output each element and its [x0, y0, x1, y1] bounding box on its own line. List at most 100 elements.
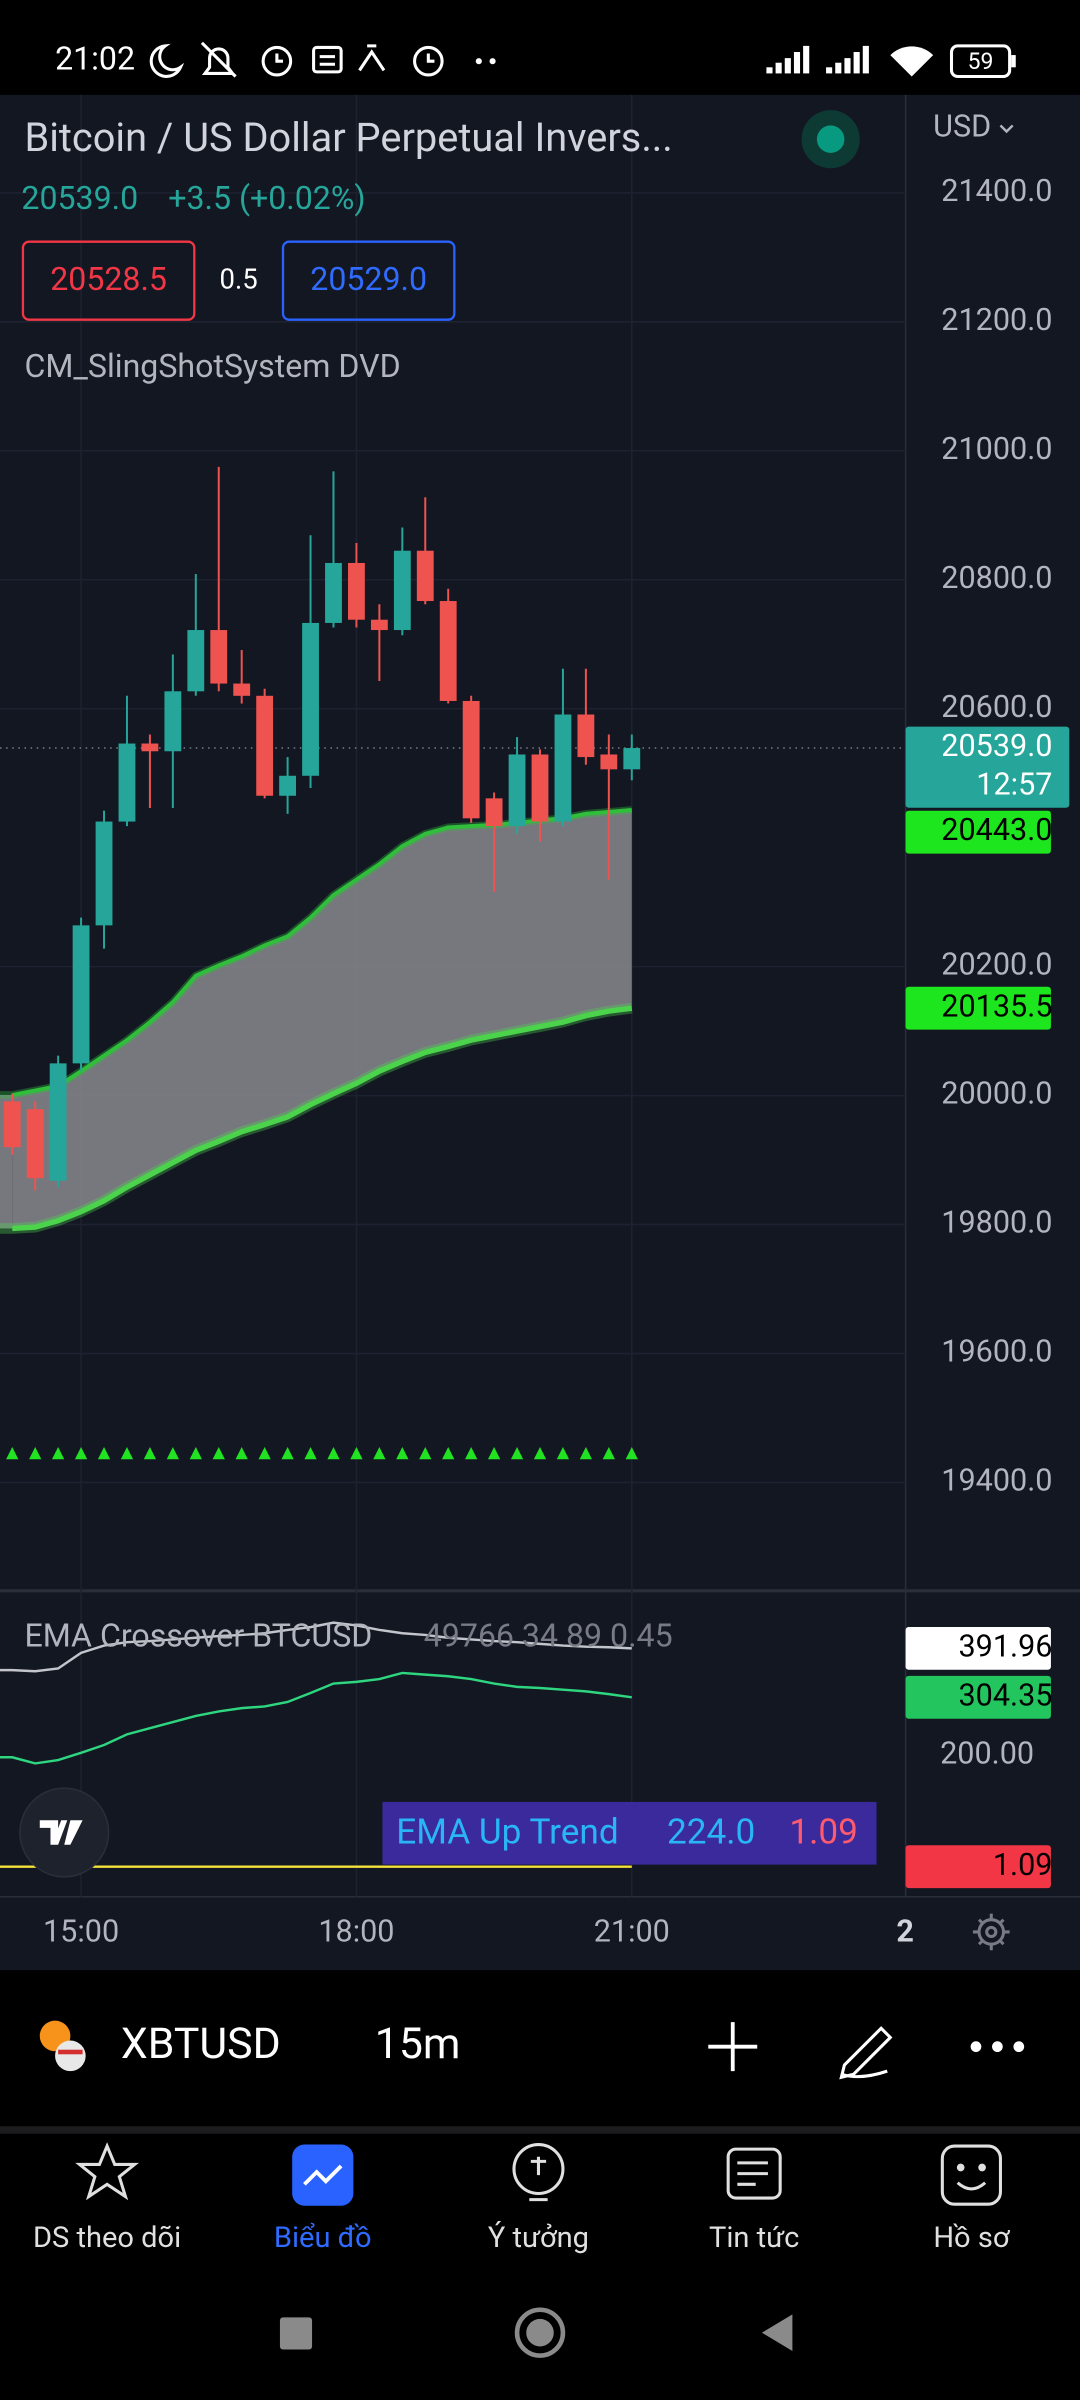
price-tag-label: 20443.0: [941, 813, 1052, 848]
home-button[interactable]: [514, 2307, 566, 2358]
interval-button[interactable]: 15m: [375, 2019, 461, 2069]
y-tick-label: 200.00: [940, 1737, 1034, 1772]
candle-body: [187, 630, 205, 692]
nav-label[interactable]: Tin tức: [709, 2221, 799, 2255]
tv-logo[interactable]: [19, 1787, 110, 1878]
sell-button[interactable]: [21, 240, 196, 321]
more-button[interactable]: [970, 2041, 1025, 2053]
profile-icon[interactable]: [940, 2144, 1002, 2206]
buy-button[interactable]: [281, 240, 456, 321]
candle-body: [279, 775, 297, 796]
price-change: +3.5 (+0.02%): [168, 179, 365, 217]
trend-value-2: 1.09: [789, 1810, 858, 1852]
candle-body: [393, 550, 411, 631]
signal-marker: [327, 1447, 340, 1460]
symbol-button[interactable]: XBTUSD: [121, 2019, 281, 2069]
recents-button[interactable]: [279, 2317, 313, 2350]
candle-body: [508, 754, 526, 827]
settings-icon[interactable]: [972, 1913, 1010, 1951]
ideas-icon[interactable]: [512, 2143, 565, 2202]
price-tag: [905, 986, 1051, 1030]
y-tick-label: 20000.0: [941, 1077, 1052, 1112]
battery: [949, 44, 1012, 79]
candle-body: [118, 743, 136, 822]
y-tick-label: 21400.0: [941, 174, 1052, 209]
y-tick-label: 20800.0: [941, 561, 1052, 596]
pane-title: EMA Crossover BTCUSD: [24, 1617, 372, 1655]
candle-body: [3, 1101, 21, 1148]
nav-label-active[interactable]: Biểu đồ: [274, 2221, 372, 2255]
draw-button[interactable]: [839, 2026, 893, 2080]
y-tick-label: 19400.0: [941, 1464, 1052, 1499]
nav-label[interactable]: Ý tưởng: [488, 2220, 589, 2255]
nav-label[interactable]: DS theo dõi: [33, 2221, 181, 2255]
candle-body: [141, 743, 159, 752]
indicator-legend[interactable]: CM_SlingShotSystem DVD: [24, 347, 400, 385]
candle-body: [577, 714, 595, 758]
candle-body: [72, 925, 90, 1064]
price-tag: [905, 726, 1070, 808]
x-tick-label-partial: 2: [896, 1915, 914, 1950]
watchlist-icon[interactable]: [75, 2142, 139, 2201]
price-tag: [905, 1626, 1051, 1670]
market-status[interactable]: [816, 125, 845, 153]
signal-marker: [396, 1447, 409, 1460]
signal-marker: [189, 1447, 202, 1460]
clock: 21:02: [55, 40, 135, 78]
candle-body: [439, 601, 457, 701]
y-tick-label: 20200.0: [941, 948, 1052, 983]
add-button[interactable]: [708, 2022, 758, 2072]
signal-marker: [212, 1447, 225, 1460]
candle-body: [370, 619, 388, 631]
chevron: [999, 124, 1014, 134]
candle-body: [485, 798, 503, 827]
price-tag-label: 391.96: [958, 1629, 1052, 1664]
band-fill: [12, 809, 632, 1229]
ema-line: [0, 1671, 632, 1765]
flag-stripe: [58, 2049, 83, 2055]
price-tag-label: 20135.5: [941, 989, 1052, 1024]
overlay-line: [11, 808, 632, 1097]
overlay-line: [12, 1005, 633, 1232]
news-icon[interactable]: [726, 2147, 782, 2200]
y-tick-label: 20600.0: [941, 690, 1052, 725]
last-price: 20539.0: [21, 179, 138, 217]
axes: 21400.0 21200.0 21000.0 20800.0 20600.0 20200…: [43, 174, 1070, 1950]
candle-body: [348, 562, 365, 620]
back-button[interactable]: [761, 2314, 793, 2352]
nav-label[interactable]: Hồ sơ: [933, 2221, 1010, 2255]
status-bar: [0, 0, 1080, 95]
candle-body: [164, 691, 182, 752]
y-tick-label: 19800.0: [941, 1206, 1052, 1241]
signal-marker: [510, 1447, 524, 1460]
status-icons: [149, 41, 444, 78]
signal-marker: [373, 1447, 386, 1460]
trend-label: EMA Up Trend: [396, 1810, 618, 1852]
chart-icon[interactable]: [292, 2144, 354, 2206]
signal-marker: [120, 1447, 134, 1460]
signal-marker: [6, 1447, 19, 1460]
currency-selector[interactable]: USD: [933, 110, 991, 145]
signal-marker: [143, 1447, 157, 1460]
ema-line: [0, 1621, 632, 1673]
candle-body: [554, 714, 572, 822]
candle-body: [210, 630, 228, 684]
candle-body: [95, 821, 113, 926]
y-tick-label: 21200.0: [941, 303, 1052, 338]
price-tag: [905, 1675, 1051, 1719]
symbol-title: Bitcoin / US Dollar Perpetual Invers...: [24, 114, 672, 161]
tv-logo-mark: [39, 1820, 83, 1845]
price-tag-label: 304.35: [958, 1678, 1052, 1713]
signal-marker: [625, 1447, 638, 1460]
price-tag: [905, 1845, 1051, 1889]
signal-marker: [97, 1447, 111, 1460]
lower-pane: [0, 1621, 632, 1868]
signal-marker: [602, 1447, 615, 1460]
x-tick-label: 21:00: [594, 1915, 670, 1950]
signal-marker: [74, 1447, 88, 1460]
dot: [489, 58, 496, 65]
candle-body: [49, 1063, 67, 1181]
signal-marker: [235, 1447, 248, 1460]
